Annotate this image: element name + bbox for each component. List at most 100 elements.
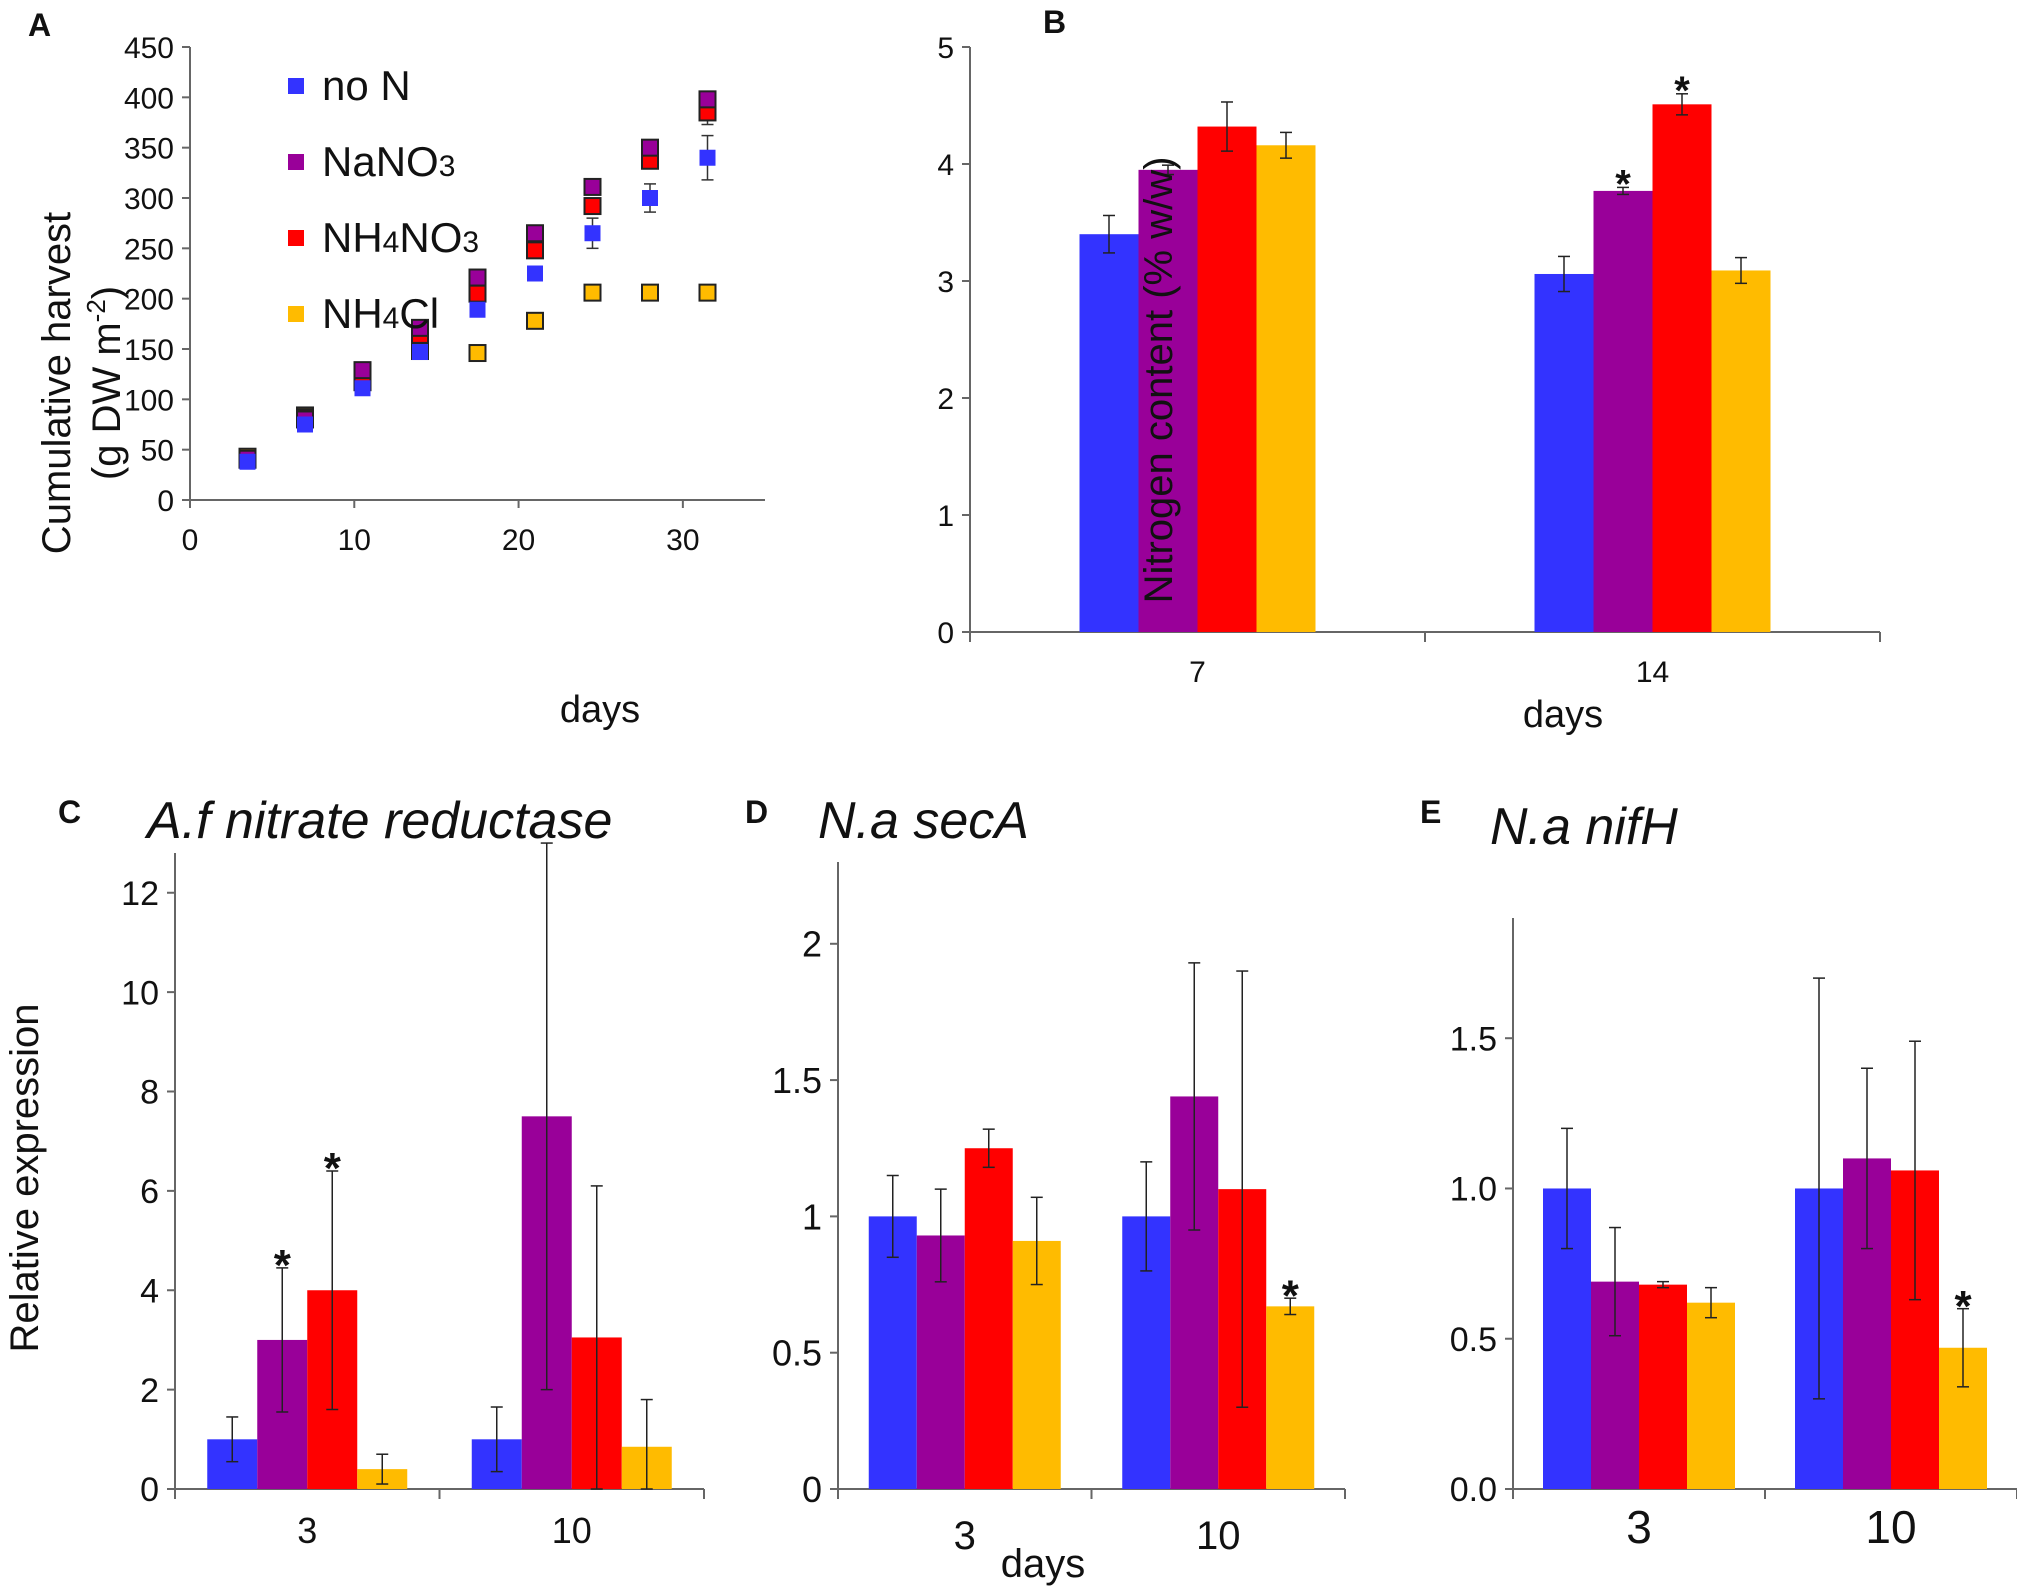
legend-label-nh4cl: NH4Cl [322, 290, 439, 337]
panel-a-point [698, 90, 717, 109]
panel-a-point [469, 301, 486, 318]
panel-a-point [699, 149, 716, 166]
panel-b-xlabel: days [1523, 694, 1603, 736]
panel-c-bars: ** [207, 842, 672, 1490]
panel-a-x-tick-label: 20 [502, 524, 535, 557]
panel-d-y-tick-label: 1.5 [772, 1060, 822, 1101]
panel-a-x-tick-label: 0 [182, 524, 199, 557]
legend-swatch-nano3 [288, 154, 304, 170]
panel-c-y-tick-label: 0 [140, 1471, 159, 1509]
panel-a-point [527, 265, 543, 282]
panel-c-axes: 0 2 4 6 8 10 12 3 10 [121, 853, 705, 1551]
panel-a-x-tick-label: 10 [338, 524, 371, 557]
panel-a-point [411, 318, 429, 337]
panel-e-title: N.a nifH [1490, 798, 1678, 856]
panel-b-significance-star: * [1615, 162, 1631, 206]
panel-b-bars: ** [1079, 69, 1771, 632]
panel-b-bar [1534, 273, 1594, 632]
panel-c-y-tick-label: 10 [121, 974, 159, 1012]
panel-a-axes: 0 50 100 150 200 250 300 350 400 450 0 10 20 30 [124, 32, 765, 557]
panel-a-point [412, 344, 428, 361]
panel-letter-c: C [58, 794, 81, 830]
panel-b-y-tick-label: 1 [937, 500, 954, 533]
panel-a-x-tick-label: 30 [666, 524, 699, 557]
panel-d-title: N.a secA [818, 792, 1029, 850]
legend-swatch-nh4cl [288, 306, 304, 322]
panel-b-bar [1711, 270, 1771, 632]
panel-c-y-tick-label: 4 [140, 1272, 159, 1310]
panel-a-y-tick-label: 200 [124, 284, 174, 317]
legend-label-nh4no3: NH4NO3 [322, 214, 479, 261]
panel-b-bar [1197, 126, 1257, 632]
panel-e-bar [1639, 1284, 1687, 1489]
panel-a-point [526, 241, 544, 260]
panel-a-point [583, 283, 602, 302]
panel-c-ylabel: Relative expression [3, 1003, 47, 1352]
panel-a-y-tick-label: 450 [124, 32, 174, 65]
panel-a-y-tick-label: 0 [157, 485, 174, 518]
panel-e-y-tick-label: 1.0 [1450, 1171, 1497, 1209]
panel-b-y-tick-label: 4 [937, 149, 954, 182]
panel-a-point [584, 225, 601, 242]
panel-c-category-label: 10 [552, 1510, 592, 1551]
panel-d-y-tick-label: 2 [802, 924, 822, 965]
panel-d-y-tick-label: 0 [802, 1469, 822, 1510]
panel-b-bar [1652, 104, 1712, 632]
panel-a-point [468, 344, 487, 363]
panel-c-y-tick-label: 12 [121, 875, 159, 913]
legend-label-nano3: NaNO3 [322, 138, 455, 185]
panel-d-category-label: 10 [1196, 1514, 1241, 1558]
panel-a-point [239, 453, 256, 470]
panel-b-category-label: 14 [1636, 656, 1669, 689]
legend-swatch-no-n [288, 78, 304, 94]
panel-d-y-tick-label: 0.5 [772, 1333, 822, 1374]
panel-b-significance-star: * [1674, 69, 1690, 113]
panel-a-y-tick-label: 250 [124, 233, 174, 266]
panel-e-category-label: 3 [1626, 1501, 1652, 1553]
panel-c-significance-star: * [274, 1241, 292, 1290]
panel-a-point [526, 311, 544, 330]
panel-b-bar [1079, 234, 1139, 632]
panel-a-point [641, 138, 659, 157]
panel-letter-e: E [1420, 794, 1441, 830]
legend-swatch-nh4no3 [288, 230, 304, 246]
panel-b-y-tick-label: 2 [937, 383, 954, 416]
panel-c-y-tick-label: 8 [140, 1074, 159, 1112]
panel-b-bar [1593, 190, 1653, 632]
panel-a-point [642, 190, 658, 206]
panel-a-legend: no N NaNO3 NH4NO3 NH4Cl [288, 62, 479, 337]
panel-a-point [526, 224, 544, 243]
panel-a-y-tick-label: 400 [124, 82, 174, 115]
panel-c-title: A.f nitrate reductase [144, 792, 612, 850]
panel-a-point [468, 268, 487, 287]
panel-b-y-tick-label: 5 [937, 32, 954, 65]
panel-c-y-tick-label: 2 [140, 1372, 159, 1410]
panel-b-y-tick-label: 3 [937, 266, 954, 299]
panel-a-y-tick-label: 50 [141, 435, 174, 468]
panel-d-bars: * [868, 962, 1315, 1489]
panel-a-point [354, 380, 371, 397]
panel-e-category-label: 10 [1865, 1501, 1916, 1553]
panel-d-bar [868, 1216, 917, 1489]
panel-c-significance-star: * [324, 1144, 342, 1193]
panel-b-axes: 0 1 2 3 4 5 7 14 [937, 32, 1881, 689]
panel-d-bar [964, 1148, 1013, 1489]
legend-label-no-n: no N [322, 62, 411, 109]
panel-e-bar [1687, 1302, 1735, 1489]
panel-a-point [641, 283, 659, 302]
panel-a-ylabel: Cumulative harvest (g DW m-2) [35, 212, 129, 554]
panel-a-points [238, 90, 717, 470]
panel-d-significance-star: * [1282, 1271, 1300, 1320]
panel-d-y-tick-label: 1 [802, 1196, 822, 1237]
panel-e-y-tick-label: 0.5 [1450, 1321, 1497, 1359]
panel-c-category-label: 3 [297, 1510, 317, 1551]
panel-b-y-tick-label: 0 [937, 617, 954, 650]
panel-d-category-label: 3 [954, 1514, 976, 1558]
panel-a-point [583, 177, 602, 196]
panel-letter-b: B [1043, 4, 1066, 40]
panel-e-significance-star: * [1954, 1282, 1972, 1331]
